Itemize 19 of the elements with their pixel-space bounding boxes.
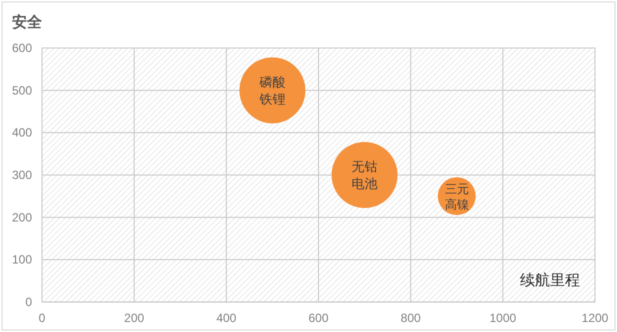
y-tick-label: 400 bbox=[12, 126, 32, 140]
y-tick-label: 300 bbox=[12, 168, 32, 182]
series-label: 无钴电池 bbox=[352, 159, 378, 192]
y-tick-label: 500 bbox=[12, 83, 32, 98]
y-tick-label: 600 bbox=[12, 41, 32, 55]
x-tick-label: 0 bbox=[38, 311, 46, 325]
y-tick-label: 200 bbox=[12, 210, 32, 224]
series-label: 磷酸铁锂 bbox=[258, 74, 286, 106]
x-tick-label: 1200 bbox=[582, 311, 609, 325]
y-axis-title: 安全 bbox=[12, 13, 43, 31]
y-tick-label: 0 bbox=[25, 295, 32, 309]
x-tick-label: 800 bbox=[400, 311, 421, 325]
x-tick-label: 600 bbox=[308, 311, 329, 325]
series-label: 三元高镍 bbox=[444, 182, 469, 212]
x-axis-title: 续航里程 bbox=[520, 272, 580, 289]
y-tick-label: 100 bbox=[12, 252, 32, 267]
x-tick-label: 200 bbox=[124, 311, 144, 325]
x-tick-label: 1000 bbox=[489, 311, 517, 325]
x-tick-label: 400 bbox=[216, 311, 237, 325]
